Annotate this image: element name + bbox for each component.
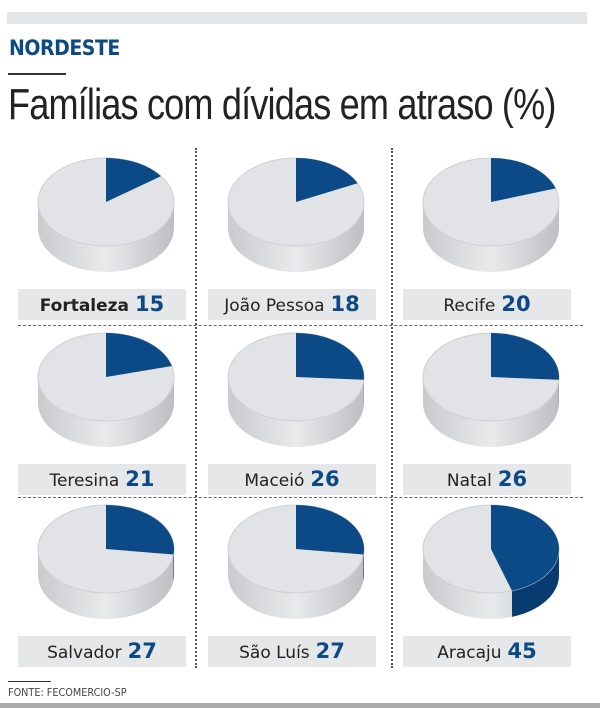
- city-label: Fortaleza 15: [18, 289, 186, 320]
- kicker-rule: [8, 73, 66, 75]
- data-label: 27: [127, 639, 157, 663]
- row-divider: [18, 325, 583, 326]
- pie-chart: [422, 157, 560, 272]
- data-label: 18: [330, 292, 360, 316]
- city-name: Salvador: [47, 643, 122, 663]
- pie-slice: [106, 333, 172, 377]
- pie-cell: Aracaju 45: [395, 497, 580, 667]
- pie-chart: [422, 504, 560, 619]
- city-name: Recife: [443, 296, 496, 316]
- city-name: Natal: [446, 471, 492, 491]
- row-divider: [18, 497, 583, 498]
- pie-slice: [491, 505, 559, 591]
- top-bar: [7, 12, 587, 24]
- column-divider: [391, 148, 393, 668]
- pie-slice: [296, 158, 358, 202]
- city-label: Salvador 27: [18, 636, 186, 667]
- data-label: 45: [507, 639, 537, 663]
- city-name: João Pessoa: [224, 296, 325, 316]
- pie-cell: Salvador 27: [10, 497, 195, 667]
- city-name: Aracaju: [437, 643, 502, 663]
- pie-slice: [106, 505, 175, 555]
- data-label: 21: [125, 467, 155, 491]
- pie-side-slice: [363, 549, 364, 581]
- pie-cell: Fortaleza 15: [10, 150, 195, 320]
- pie-slice: [296, 505, 364, 555]
- pie-slice: [491, 158, 556, 202]
- data-label: 20: [501, 292, 531, 316]
- city-name: Maceió: [244, 471, 305, 491]
- pie-chart: [37, 332, 175, 447]
- city-name: Fortaleza: [39, 296, 130, 316]
- data-label: 15: [135, 292, 165, 316]
- pie-chart: [37, 504, 175, 619]
- bottom-bar: [0, 703, 600, 708]
- pie-slice: [106, 158, 162, 202]
- pie-chart: [227, 157, 365, 272]
- source-rule: [8, 681, 51, 682]
- city-label: Maceió 26: [208, 464, 376, 495]
- pie-cell: João Pessoa 18: [200, 150, 385, 320]
- data-label: 27: [315, 639, 345, 663]
- pie-side-slice: [512, 549, 559, 617]
- pie-cell: Recife 20: [395, 150, 580, 320]
- city-name: Teresina: [49, 471, 120, 491]
- pie-cell: Maceió 26: [200, 325, 385, 495]
- city-label: São Luís 27: [208, 636, 376, 667]
- city-label: Recife 20: [403, 289, 571, 320]
- pie-chart: [422, 332, 560, 447]
- pie-side-slice: [173, 549, 174, 581]
- pie-cell: Teresina 21: [10, 325, 195, 495]
- kicker: NORDESTE: [9, 36, 120, 60]
- chart-title: Famílias com dívidas em atraso (%): [8, 80, 556, 129]
- pie-cell: Natal 26: [395, 325, 580, 495]
- city-label: Teresina 21: [18, 464, 186, 495]
- pie-chart: [227, 332, 365, 447]
- pie-cell: São Luís 27: [200, 497, 385, 667]
- pie-slice: [296, 333, 364, 380]
- data-label: 26: [497, 467, 528, 491]
- data-label: 26: [310, 467, 340, 491]
- pie-chart: [227, 504, 365, 619]
- column-divider: [195, 148, 197, 668]
- city-label: João Pessoa 18: [208, 289, 376, 320]
- pie-slice: [491, 333, 559, 380]
- city-label: Natal 26: [403, 464, 571, 495]
- pie-chart: [37, 157, 175, 272]
- source-note: FONTE: FECOMERCIO-SP: [8, 686, 127, 699]
- city-name: São Luís: [239, 643, 310, 663]
- city-label: Aracaju 45: [403, 636, 571, 667]
